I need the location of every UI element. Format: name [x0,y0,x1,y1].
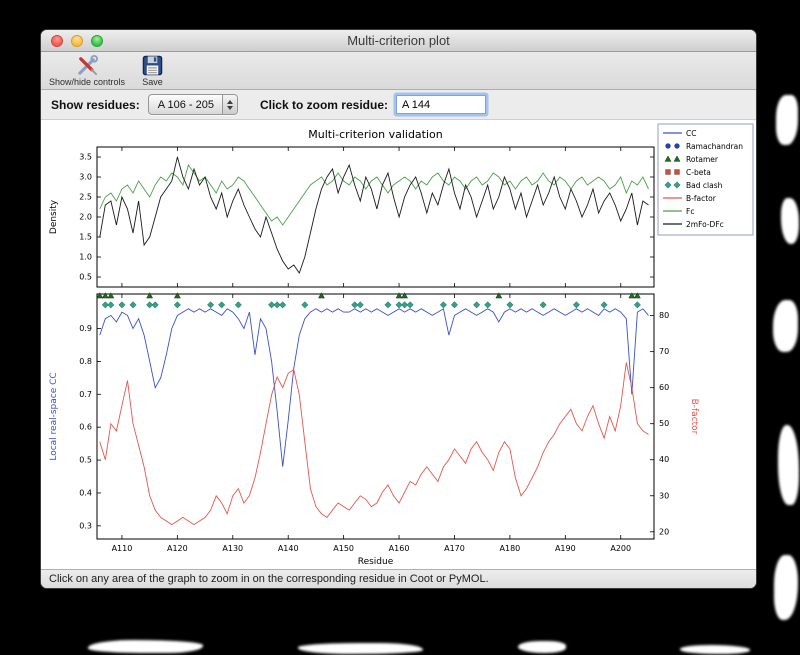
svg-text:2mFo-DFc: 2mFo-DFc [686,220,724,229]
close-button[interactable] [51,35,63,47]
svg-text:C-beta: C-beta [686,168,711,177]
show-hide-controls-label: Show/hide controls [49,77,126,87]
zoom-residue-label: Click to zoom residue: [259,97,388,112]
residue-range-value: A 106 - 205 [157,98,214,111]
svg-text:2.0: 2.0 [79,213,92,222]
svg-text:0.6: 0.6 [79,423,92,432]
svg-text:A200: A200 [610,544,631,553]
window-titlebar[interactable]: Multi-criterion plot [41,30,756,52]
svg-text:B-factor: B-factor [686,194,717,203]
svg-text:0.4: 0.4 [79,488,92,497]
svg-text:A110: A110 [112,544,133,553]
svg-text:A130: A130 [222,544,243,553]
svg-text:1.5: 1.5 [79,233,92,242]
svg-text:0.9: 0.9 [79,324,92,333]
svg-text:80: 80 [659,311,669,320]
svg-text:Rotamer: Rotamer [686,155,719,164]
svg-text:A120: A120 [167,544,188,553]
svg-text:Bad clash: Bad clash [686,181,723,190]
controls-bar: Show residues: A 106 - 205 Click to zoom… [41,90,756,120]
plot-area[interactable]: Multi-criterion validation 0.5 1.0 1.5 2.0 2.… [41,120,756,569]
save-label: Save [142,77,163,87]
svg-text:3.5: 3.5 [79,153,92,162]
svg-text:0.5: 0.5 [79,456,92,465]
svg-text:A160: A160 [389,544,410,553]
multi-criterion-figure[interactable]: Multi-criterion validation 0.5 1.0 1.5 2.0 2.… [42,122,755,570]
edge-artifact [781,198,799,244]
svg-text:Fc: Fc [686,207,694,216]
edge-artifact [88,640,203,653]
svg-text:Multi-criterion validation: Multi-criterion validation [308,128,443,141]
show-hide-controls-button[interactable]: Show/hide controls [49,54,125,87]
toolbar: Show/hide controls Save [41,52,756,90]
residue-range-select[interactable]: A 106 - 205 [147,94,238,115]
zoom-button[interactable] [91,35,103,47]
stepper-arrows-icon [221,95,237,114]
svg-text:2.5: 2.5 [79,193,92,202]
app-window: Multi-criterion plot Show/hide controls [41,30,756,588]
svg-text:70: 70 [659,347,669,356]
floppy-disk-icon [142,55,163,76]
save-button[interactable]: Save [141,54,164,87]
svg-text:0.7: 0.7 [79,390,92,399]
svg-text:A170: A170 [444,544,465,553]
window-controls [51,35,103,47]
svg-text:CC: CC [686,129,696,138]
svg-text:Residue: Residue [358,557,394,567]
svg-text:0.5: 0.5 [79,273,92,282]
edge-artifact [773,300,798,352]
svg-text:0.8: 0.8 [79,357,92,366]
edge-artifact [298,643,423,654]
show-residues-label: Show residues: [51,97,140,112]
crossed-tools-icon [77,54,98,76]
edge-artifact [680,645,750,654]
minimize-button[interactable] [71,35,83,47]
window-title: Multi-criterion plot [347,33,450,48]
svg-text:A180: A180 [500,544,521,553]
svg-text:50: 50 [659,419,669,428]
svg-text:Density: Density [49,199,59,234]
edge-artifact [776,95,798,145]
svg-text:0.3: 0.3 [79,521,92,530]
edge-artifact [778,425,799,505]
svg-text:20: 20 [659,527,669,536]
status-text: Click on any area of the graph to zoom i… [49,573,489,585]
svg-text:B-factor: B-factor [689,399,699,435]
edge-artifact [774,555,798,620]
svg-text:A140: A140 [278,544,299,553]
svg-text:A190: A190 [555,544,576,553]
svg-text:Ramachandran: Ramachandran [686,142,743,151]
svg-text:Local real-space CC: Local real-space CC [49,372,59,460]
svg-text:1.0: 1.0 [79,253,92,262]
edge-artifact [518,641,566,653]
svg-text:30: 30 [659,491,669,500]
status-bar: Click on any area of the graph to zoom i… [41,569,756,588]
svg-text:40: 40 [659,455,669,464]
svg-text:3.0: 3.0 [79,173,92,182]
zoom-residue-input[interactable] [396,95,486,114]
svg-text:A150: A150 [333,544,354,553]
svg-text:60: 60 [659,383,669,392]
